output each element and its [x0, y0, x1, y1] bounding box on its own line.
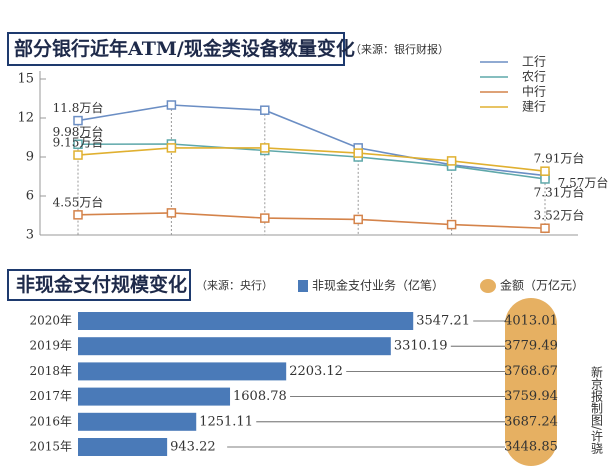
- bar: [78, 362, 287, 381]
- bar: [78, 387, 231, 406]
- series-line: [77, 104, 546, 177]
- chart-title: 部分银行近年ATM/现金类设备数量变化: [14, 37, 355, 60]
- y-tick-label: 9: [26, 150, 34, 165]
- credit: 新京报制图/许骁: [590, 365, 604, 455]
- bar: [78, 438, 168, 456]
- point: [446, 156, 457, 166]
- amount-column: [505, 298, 557, 466]
- legend-label: 建行: [522, 100, 546, 114]
- title-box: [7, 32, 345, 66]
- y-tick-label: 2019年: [29, 339, 72, 353]
- y-tick-label: 12: [17, 111, 34, 126]
- legend-label: 工行: [522, 55, 546, 69]
- legend-label: 农行: [522, 70, 546, 84]
- series-line: [77, 212, 546, 230]
- bar: [78, 312, 414, 330]
- y-tick-label: 2015年: [29, 440, 72, 454]
- chart-title: 非现金支付规模变化: [16, 273, 187, 296]
- value-label: 9.98万台: [53, 124, 104, 139]
- y-tick-label: 2017年: [29, 389, 72, 403]
- y-tick-label: 2016年: [29, 414, 72, 428]
- amount-label: 3779.49: [504, 339, 558, 354]
- legend-label: 非现金支付业务（亿笔）: [312, 278, 444, 293]
- y-tick-label: 2020年: [29, 314, 72, 328]
- value-label: 1251.11: [199, 414, 253, 429]
- point: [166, 100, 177, 110]
- point: [73, 139, 83, 150]
- source: （来源：央行）: [196, 278, 273, 292]
- point: [73, 115, 83, 126]
- point: [540, 223, 550, 233]
- value-label: 7.57万台: [558, 175, 609, 190]
- point: [260, 213, 270, 223]
- value-label: 9.15万台: [53, 135, 104, 150]
- amount-label: 3759.94: [504, 389, 558, 404]
- amount-label: 3448.85: [504, 440, 558, 455]
- point: [353, 214, 363, 225]
- point: [540, 174, 550, 184]
- amount-label: 4013.01: [504, 314, 558, 329]
- value-label: 7.31万台: [534, 184, 585, 199]
- y-tick-label: 2018年: [29, 364, 72, 378]
- amount-label: 3687.24: [504, 414, 558, 429]
- point: [166, 208, 177, 218]
- source: （来源：银行财报）: [350, 42, 449, 56]
- point: [260, 105, 270, 115]
- value-label: 4.55万台: [53, 194, 104, 209]
- value-label: 943.22: [170, 440, 216, 455]
- legend-label: 中行: [522, 84, 546, 99]
- y-tick-label: 15: [17, 72, 34, 87]
- title-box: [7, 269, 191, 301]
- legend-swatch: [480, 279, 496, 293]
- value-label: 3.52万台: [534, 208, 585, 223]
- point: [540, 166, 550, 176]
- value-label: 3547.21: [416, 314, 470, 329]
- point: [260, 143, 270, 153]
- point: [353, 148, 363, 158]
- legend-label: 金额（万亿元）: [500, 278, 584, 293]
- bar: [78, 412, 197, 431]
- y-tick-label: 6: [26, 189, 34, 204]
- point: [73, 210, 83, 220]
- bar: [78, 337, 391, 356]
- value-label: 7.91万台: [534, 151, 585, 166]
- value-label: 2203.12: [289, 364, 343, 379]
- value-label: 1608.78: [233, 389, 287, 404]
- series-line: [77, 143, 546, 180]
- point: [446, 219, 457, 230]
- amount-label: 3768.67: [504, 364, 558, 379]
- value-label: 3310.19: [394, 339, 448, 354]
- y-tick-label: 3: [26, 228, 34, 243]
- point: [73, 150, 83, 160]
- point: [166, 143, 177, 153]
- value-label: 11.8万台: [53, 100, 104, 115]
- series-line: [77, 147, 546, 172]
- legend-swatch: [298, 280, 308, 292]
